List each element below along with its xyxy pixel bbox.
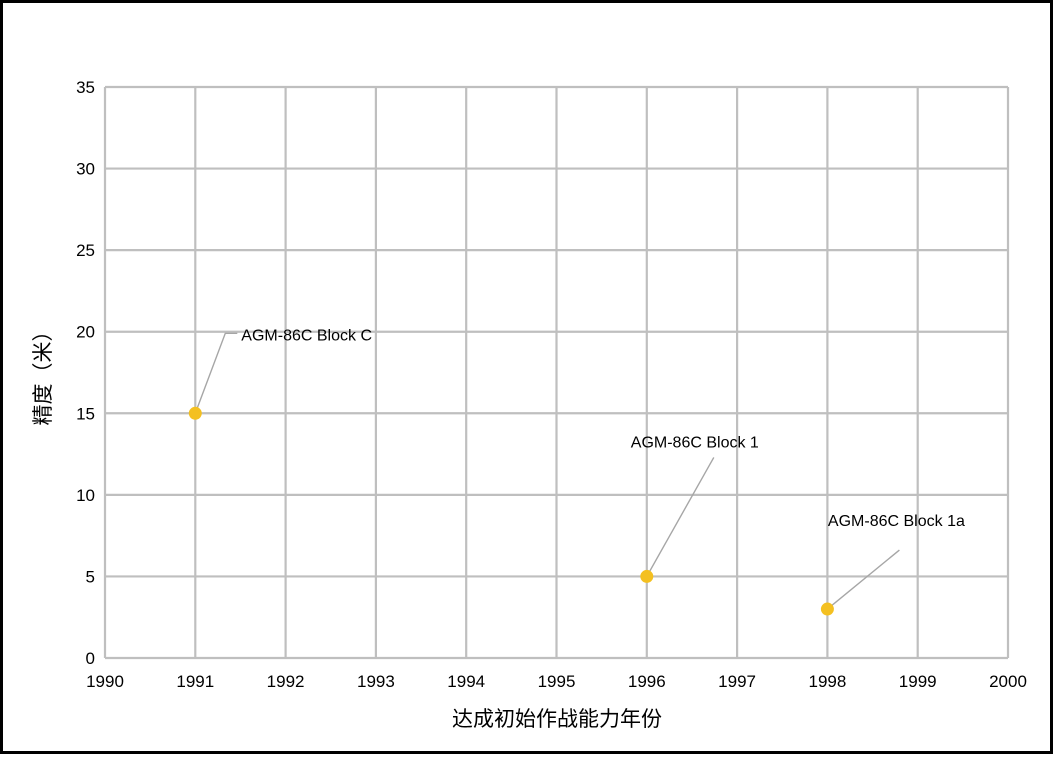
data-point: [188, 406, 202, 420]
y-tick-label: 35: [76, 78, 95, 97]
data-point: [640, 569, 654, 583]
data-point-label: AGM-86C Block 1a: [828, 513, 965, 530]
y-tick-label: 25: [76, 241, 95, 260]
x-tick-label: 1990: [86, 672, 124, 691]
data-points: [188, 406, 834, 616]
x-axis-title: 达成初始作战能力年份: [452, 707, 662, 731]
annotation-leader-line: [646, 457, 715, 577]
x-tick-label: 1998: [808, 672, 846, 691]
x-tick-label: 1996: [628, 672, 666, 691]
x-tick-label: 1994: [447, 672, 485, 691]
x-tick-label: 1992: [267, 672, 305, 691]
x-tick-label: 1997: [718, 672, 756, 691]
data-point-label: AGM-86C Block 1: [631, 434, 759, 451]
x-tick-label: 1995: [538, 672, 576, 691]
y-axis-ticks: 0 5 10 15 20 25 30 35: [76, 78, 95, 668]
x-tick-label: 1999: [899, 672, 937, 691]
annotation-labels: AGM-86C Block C AGM-86C Block 1 AGM-86C Bl…: [241, 327, 965, 530]
data-point-label: AGM-86C Block C: [241, 327, 372, 344]
annotation-leaders: [194, 332, 900, 610]
x-tick-label: 1993: [357, 672, 395, 691]
y-tick-label: 15: [76, 404, 95, 423]
y-axis-title: 精度（米）: [31, 321, 55, 426]
y-tick-label: 0: [86, 649, 95, 668]
y-tick-label: 20: [76, 323, 95, 342]
annotation-leader-line: [194, 332, 238, 414]
annotation-leader-line: [826, 549, 900, 610]
y-tick-label: 30: [76, 160, 95, 179]
data-point: [820, 602, 834, 616]
x-tick-label: 1991: [176, 672, 214, 691]
x-tick-label: 2000: [989, 672, 1027, 691]
grid-lines: [103, 85, 1010, 660]
y-tick-label: 5: [86, 567, 95, 586]
x-axis-ticks: 1990 1991 1992 1993 1994 1995 1996 1997 1998 1999…: [86, 672, 1027, 691]
scatter-chart: 1990 1991 1992 1993 1994 1995 1996 1997 1998 1999…: [31, 78, 1027, 731]
y-tick-label: 10: [76, 486, 95, 505]
